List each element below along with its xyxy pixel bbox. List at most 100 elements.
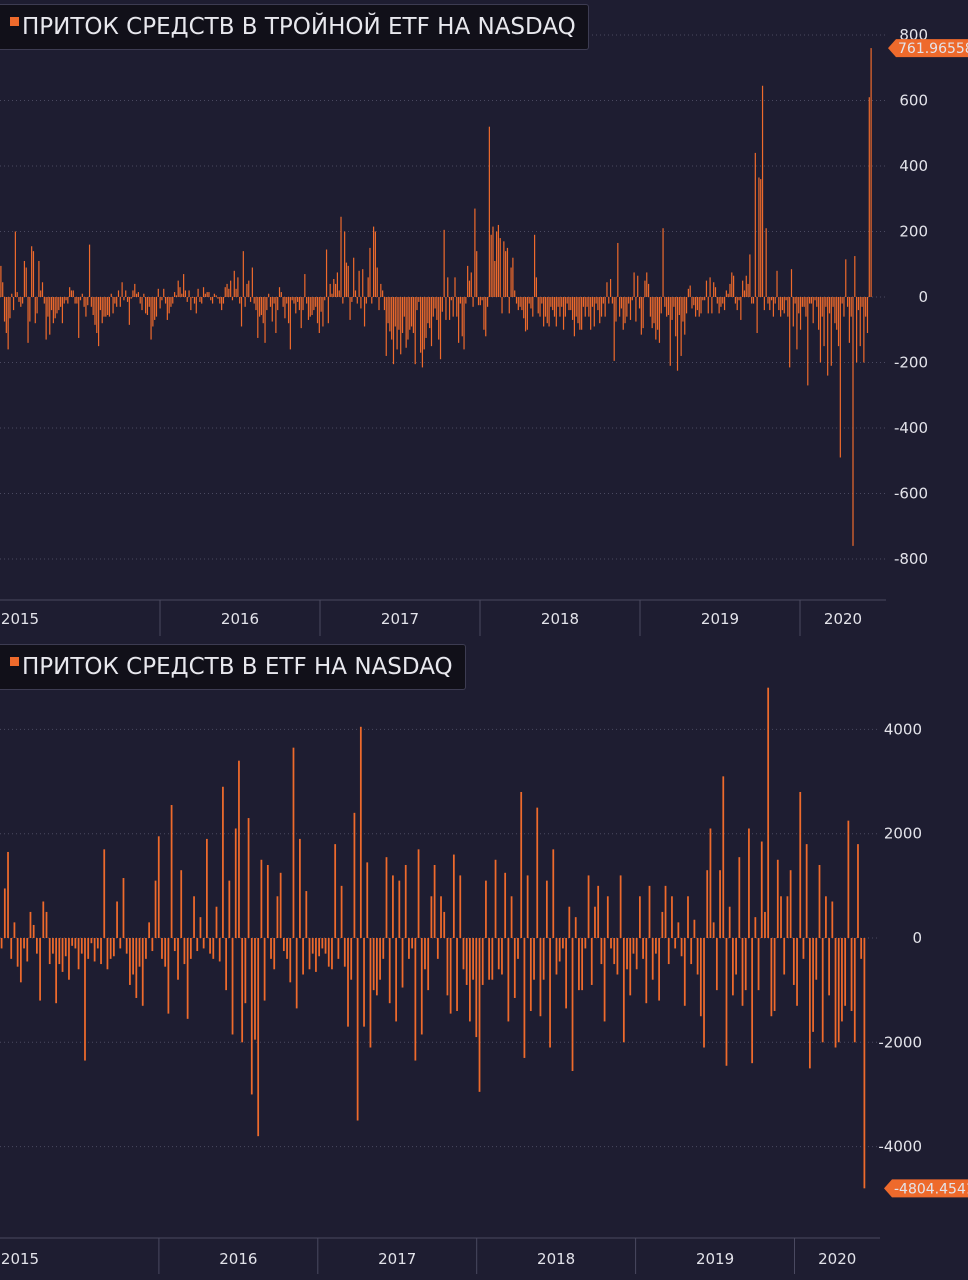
bar [353,812,356,938]
bar [523,297,525,319]
bar [573,297,575,337]
bar [188,290,190,297]
bar [329,283,331,297]
bar [845,259,847,297]
bar [175,295,177,297]
bar [488,126,490,297]
bar [477,297,480,306]
bar [448,297,451,320]
bar [510,267,512,297]
bar [183,938,186,965]
bar [555,297,557,327]
bar [166,297,168,320]
bar [0,938,3,949]
bar [508,297,510,314]
bar [475,938,478,1038]
bar [286,297,288,304]
bar [774,297,776,304]
bar [269,297,272,307]
bar [14,231,16,297]
bar [55,938,58,1004]
bar [852,297,854,546]
bar [297,297,299,302]
bar [844,938,847,1006]
bar [295,297,297,314]
bar [758,177,760,297]
bar [7,297,9,350]
chart-top-legend: ПРИТОК СРЕДСТВ В ТРОЙНОЙ ETF НА NASDAQ [0,4,589,50]
bar [578,938,580,991]
bar [857,297,860,311]
bar [693,297,695,306]
bar [789,870,792,938]
bar [629,297,632,320]
bar [154,297,156,320]
bar [628,297,630,304]
bar [259,297,261,317]
bar [320,297,322,312]
bar [284,297,286,319]
bar [545,880,548,938]
bar [260,859,263,938]
bar [588,297,590,317]
bar [720,297,722,307]
bar [383,297,386,311]
bar [536,807,539,939]
bar [52,297,54,324]
bar [474,208,476,297]
bar [257,297,259,338]
bar [193,297,196,304]
bar [587,875,590,938]
bar [430,297,433,347]
bar [228,880,231,938]
bar [613,938,616,965]
bar [282,297,284,307]
bar [687,896,689,938]
bar [640,297,642,335]
bar [622,297,624,330]
bar [513,938,516,998]
bar [863,297,865,363]
bar [388,938,391,1004]
bar [340,216,342,297]
bar [653,297,655,324]
bar [369,247,371,298]
bar [550,297,552,307]
bar [594,906,596,938]
bar [606,896,609,938]
bar [610,938,612,949]
chart-bottom-legend: ПРИТОК СРЕДСТВ В ETF НА NASDAQ [0,644,466,690]
y-tick-label: 0 [912,929,922,947]
bar [675,297,677,337]
bar [407,297,409,340]
bar [534,234,536,297]
bar [372,226,375,297]
bar [40,290,42,297]
bar [387,297,389,324]
bar [664,297,666,307]
bar [783,297,785,314]
bar [331,938,333,970]
bar [268,293,270,297]
bar [856,297,858,363]
bar [738,297,740,301]
bar [291,297,293,301]
bar [43,297,45,304]
bar [735,938,737,975]
bar [559,297,561,317]
bar [763,297,765,311]
bar [609,278,612,297]
bar [135,938,138,998]
bar [400,297,402,355]
bar [398,297,400,330]
bar [363,297,366,327]
bar [837,297,840,347]
bar [863,938,866,1189]
bar [765,228,767,297]
bar [703,938,705,1048]
legend-swatch-icon [10,657,19,666]
bar [276,896,279,938]
bar [239,297,241,304]
bar [584,297,586,317]
bar [316,297,319,324]
